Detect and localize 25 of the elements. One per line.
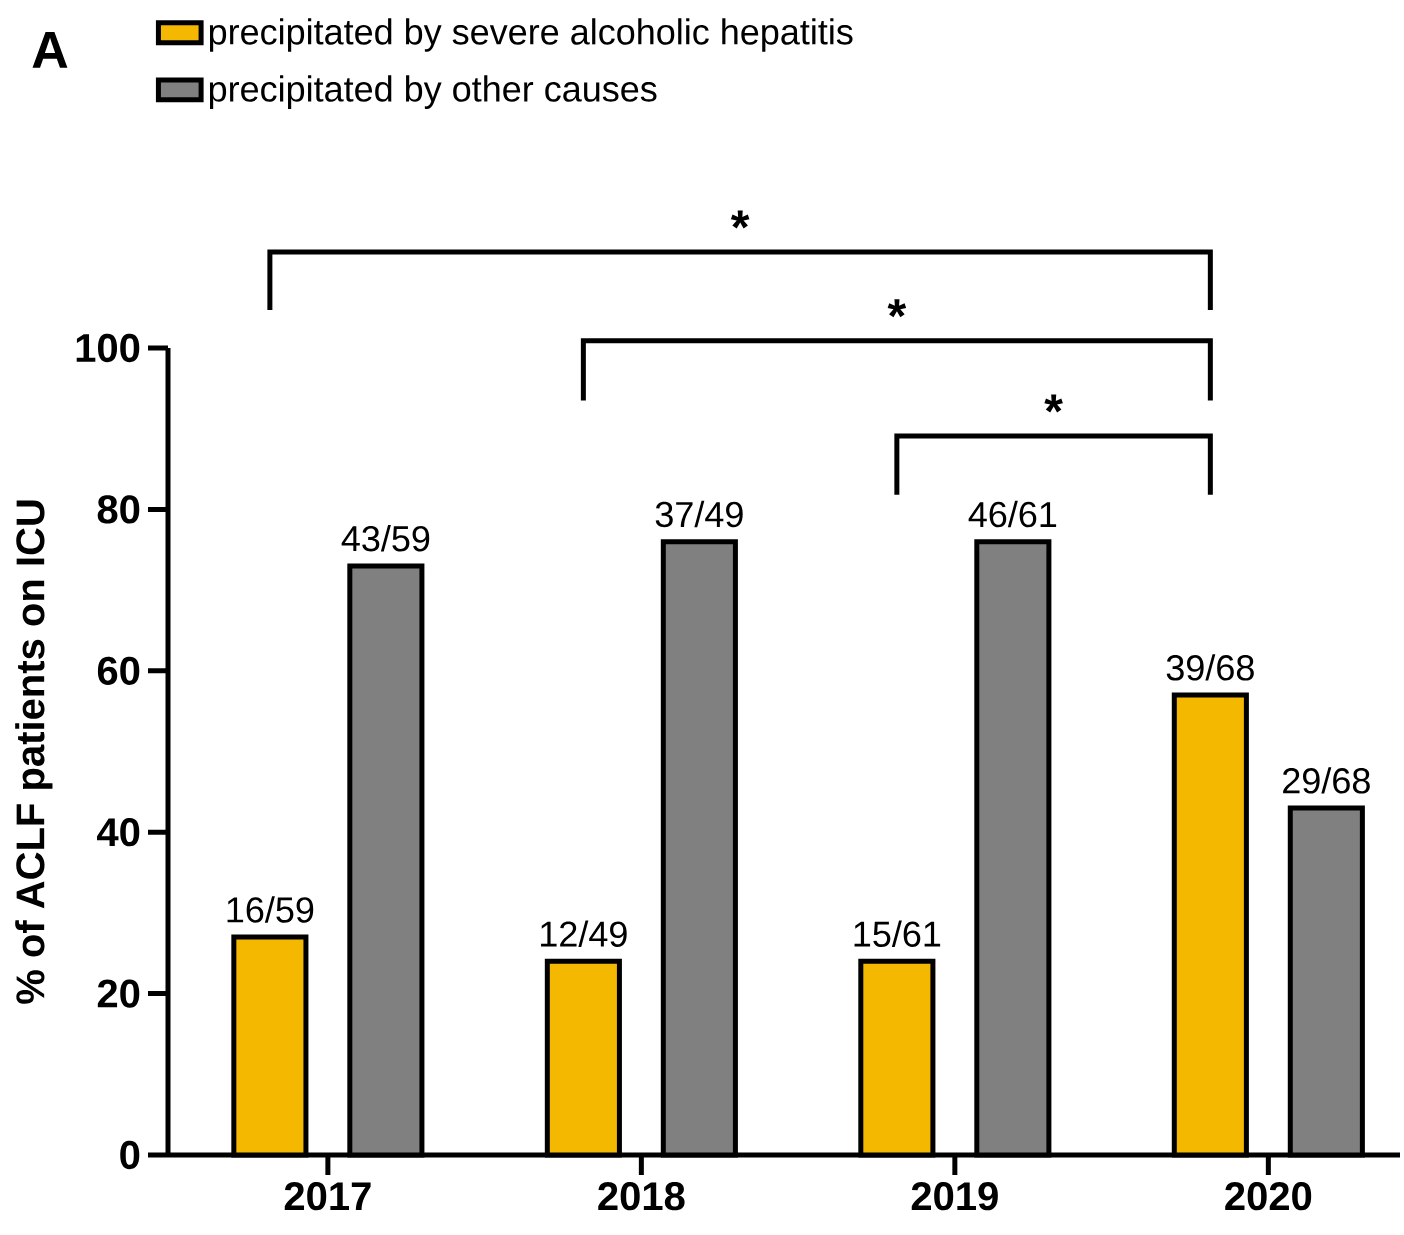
data-label: 46/61 [968, 500, 1057, 528]
y-tick-label: 80 [97, 495, 140, 524]
y-tick-label: 40 [97, 818, 140, 847]
text: * [730, 210, 750, 229]
y-tick-label: 100 [76, 333, 140, 363]
x-tick-label: 2020 [1225, 1182, 1312, 1211]
data-label: 37/49 [655, 500, 743, 528]
y-axis-title: % of ACLF patients on ICU [15, 500, 53, 1004]
data-label: 12/49 [541, 920, 627, 947]
y-tick-label: 20 [97, 979, 140, 1008]
data-label: 39/68 [1166, 654, 1254, 681]
data-label: 43/59 [341, 525, 430, 552]
data-label: 16/59 [227, 896, 314, 923]
x-tick-label: 2019 [911, 1182, 998, 1211]
x-tick-label: 2018 [598, 1182, 685, 1211]
y-tick-label: 0 [120, 1140, 140, 1170]
chart-title: A [32, 32, 68, 68]
annotation: * [1044, 394, 1063, 413]
legend-label: precipitated by severe alcoholic hepatitis [209, 18, 853, 52]
text: * [887, 299, 907, 318]
x-tick-label: 2017 [284, 1182, 371, 1211]
legend-label: precipitated by other causes [209, 75, 657, 109]
data-label: 15/61 [854, 920, 941, 947]
y-tick-label: 60 [97, 656, 140, 685]
data-label: 29/68 [1283, 767, 1370, 794]
